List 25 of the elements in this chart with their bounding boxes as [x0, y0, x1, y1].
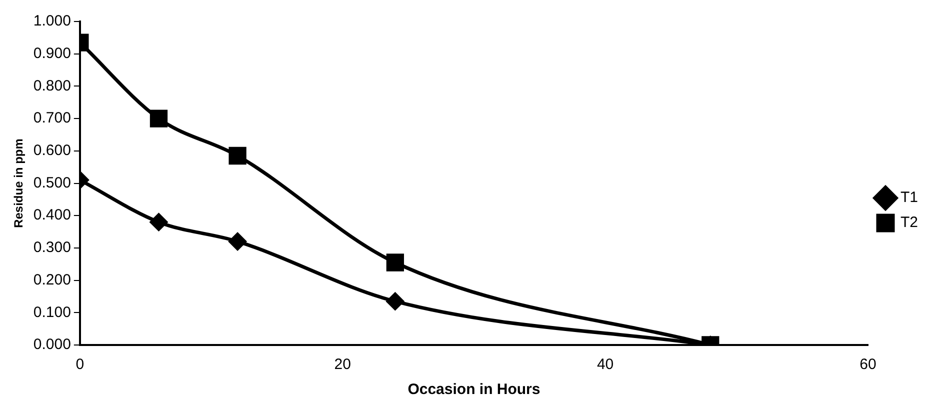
legend-label: T2: [900, 214, 918, 232]
point: [150, 110, 168, 128]
y-tick-label: 0.900: [33, 44, 71, 62]
x-tick-label: 20: [334, 356, 351, 374]
x-axis-title: Occasion in Hours: [408, 381, 540, 398]
y-tick-label: 0.500: [33, 174, 71, 192]
point: [228, 232, 246, 250]
point: [150, 213, 168, 231]
legend-label: T1: [900, 189, 918, 206]
point: [228, 146, 246, 165]
x-tick-label: 0: [76, 356, 84, 374]
point: [386, 292, 404, 310]
y-tick-label: 0.100: [33, 304, 71, 321]
y-axis-title: Residue in ppm: [12, 138, 26, 228]
y-tick-label: 0.300: [33, 239, 71, 256]
point: [386, 254, 404, 272]
y-tick-label: 0.200: [33, 271, 71, 288]
y-tick-label: 0.000: [33, 336, 71, 354]
y-tick-label: 0.800: [33, 77, 71, 94]
y-tick-label: 0.600: [33, 142, 71, 160]
y-tick-label: 0.700: [33, 110, 71, 127]
x-tick-label: 60: [860, 356, 876, 374]
y-tick-label: 0.400: [33, 206, 71, 224]
y-tick-label: 1.000: [33, 12, 71, 30]
x-tick-label: 40: [596, 356, 614, 374]
